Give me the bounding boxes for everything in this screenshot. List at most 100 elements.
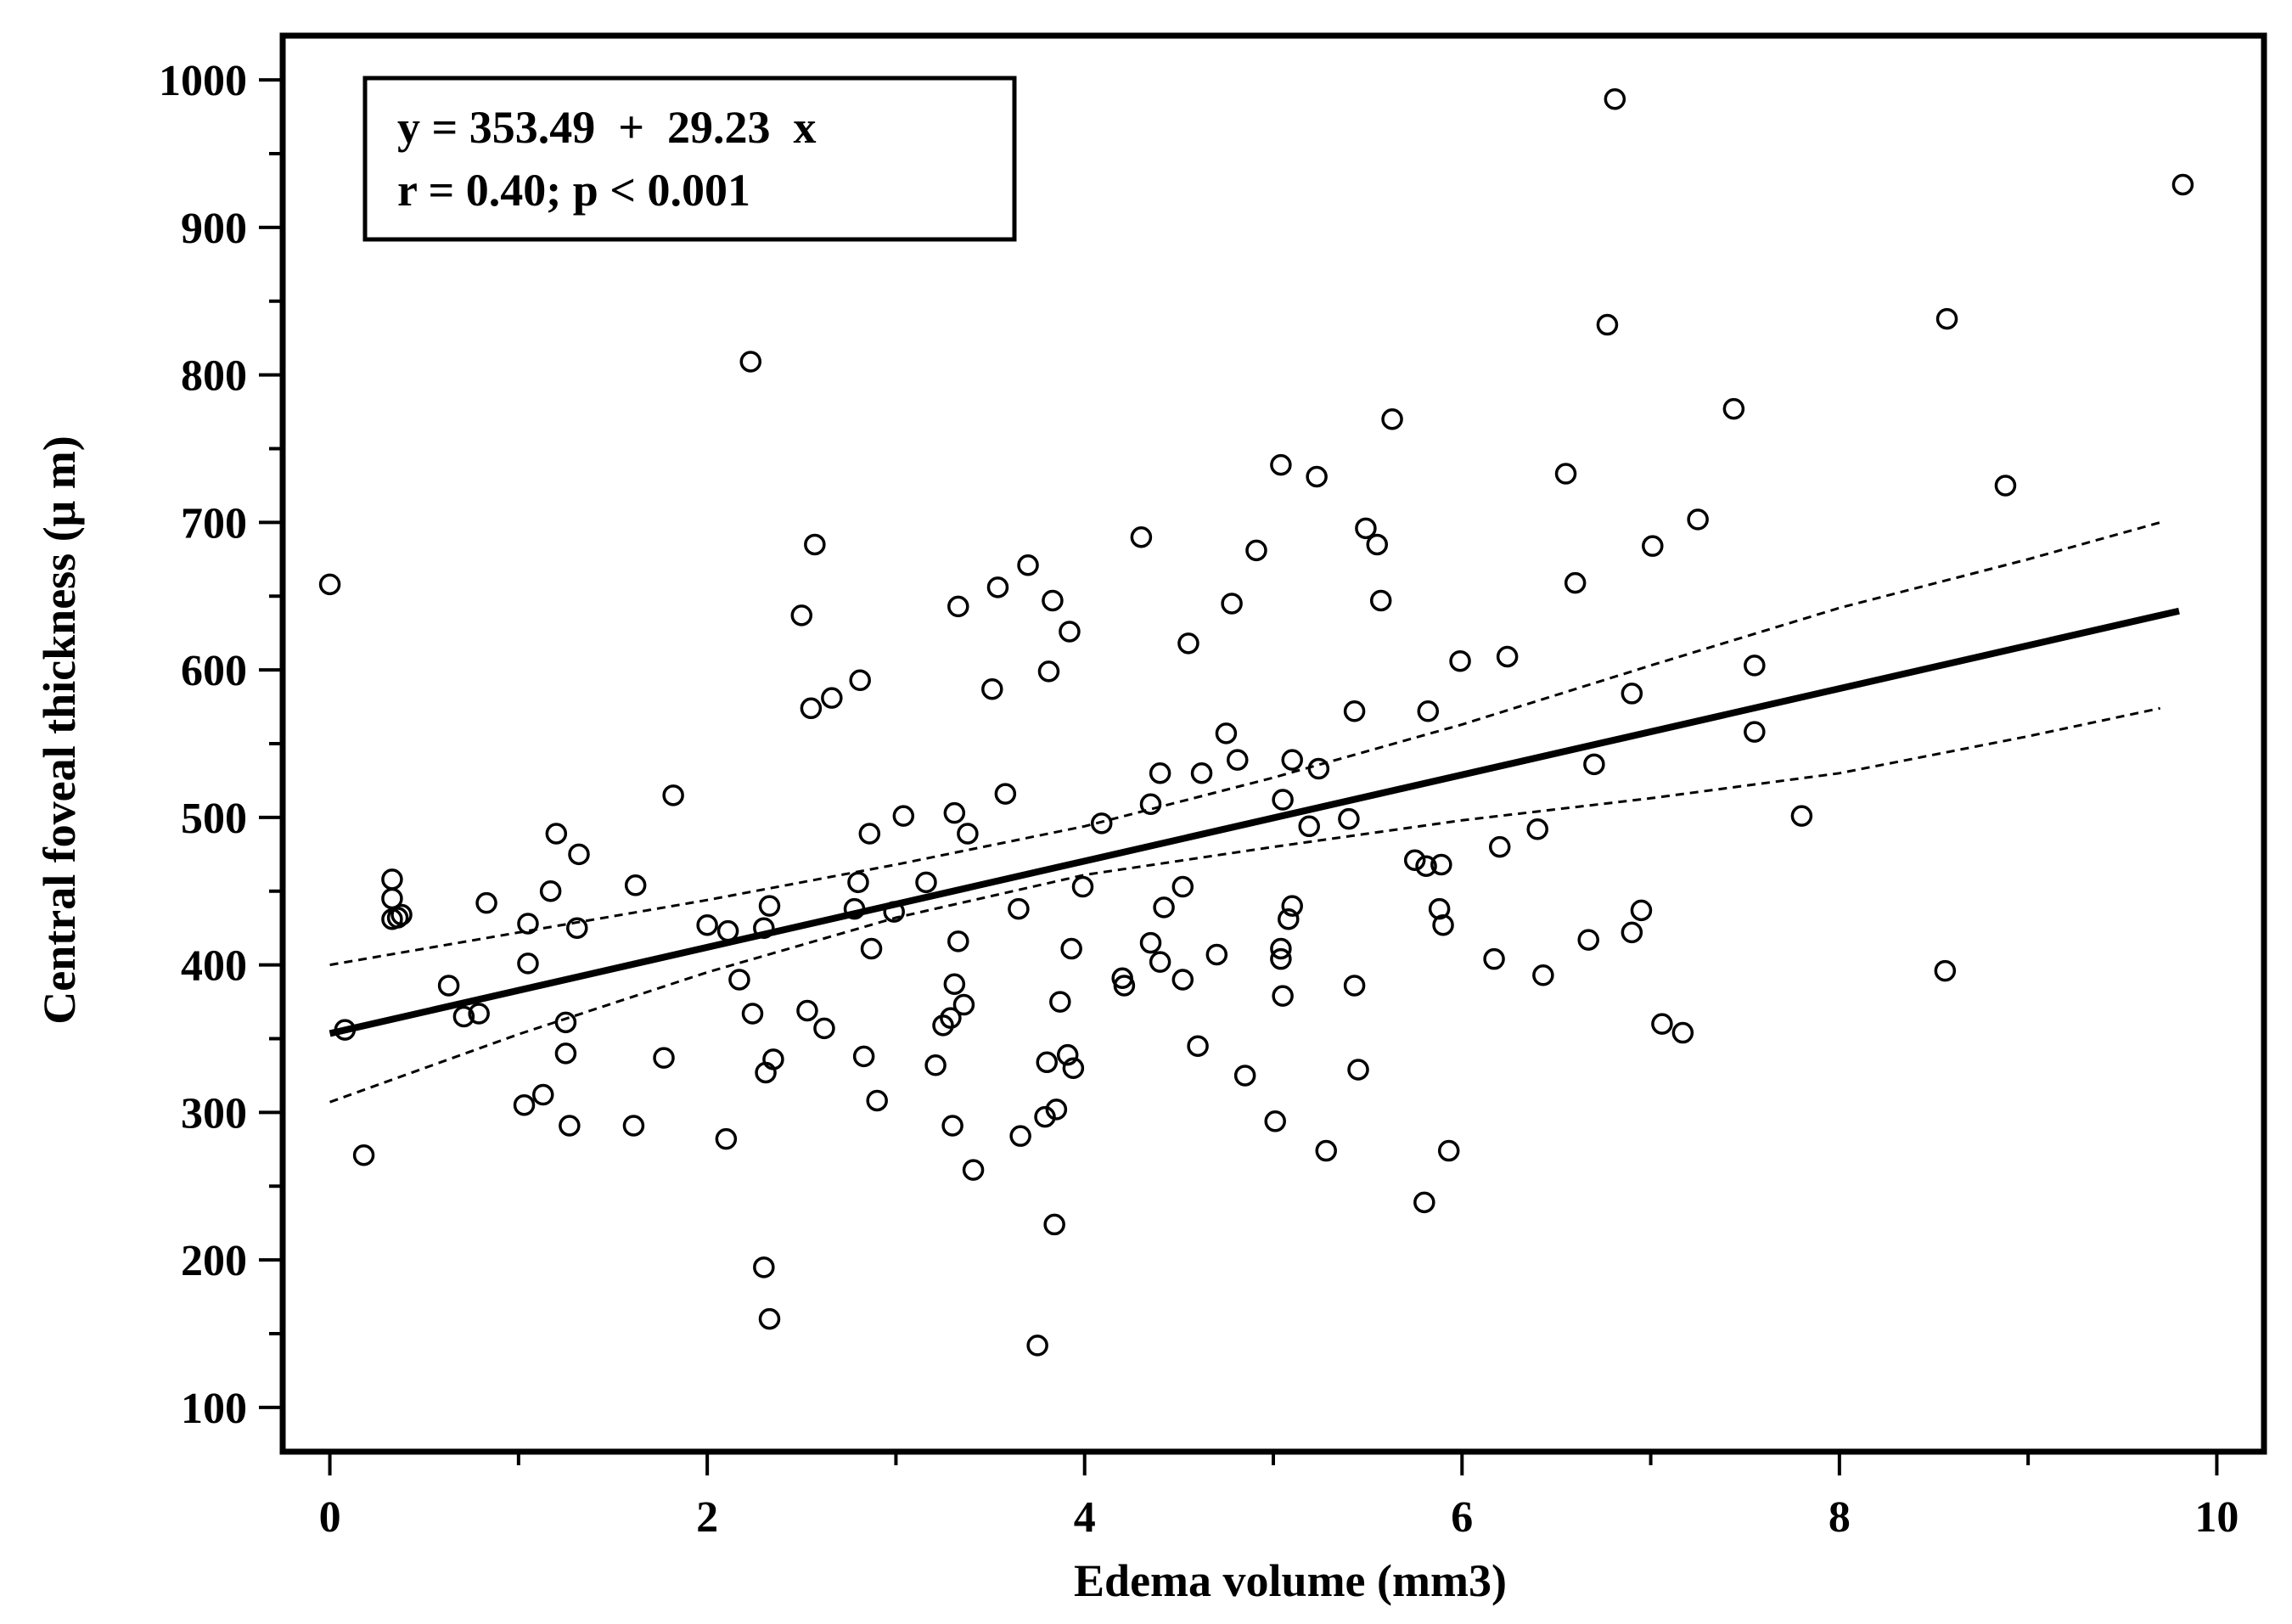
x-tick-label: 8 — [1829, 1493, 1851, 1542]
scatter-point — [1338, 807, 1360, 830]
y-tick-label: 200 — [181, 1237, 247, 1285]
scatter-point — [1264, 1110, 1286, 1132]
scatter-point — [386, 907, 409, 929]
scatter-point — [1298, 815, 1320, 838]
scatter-point — [517, 952, 539, 975]
scatter-point — [452, 1005, 475, 1028]
scatter-point — [1935, 307, 1958, 330]
scatter-point — [1221, 593, 1243, 615]
annotation-line-1: y = 353.49 + 29.23 x — [397, 102, 817, 153]
scatter-point — [1049, 991, 1071, 1013]
scatter-point — [947, 595, 969, 618]
scatter-point — [860, 937, 883, 960]
scatter-point — [1278, 908, 1300, 930]
scatter-point — [762, 1048, 784, 1070]
scatter-point — [513, 1093, 536, 1116]
scatter-point — [1060, 937, 1082, 960]
scatter-point — [517, 913, 539, 935]
scatter-point — [1413, 1191, 1435, 1214]
scatter-point — [1437, 1139, 1460, 1162]
scatter-point — [932, 1014, 954, 1037]
scatter-point — [1272, 789, 1294, 811]
scatter-point — [1621, 921, 1643, 944]
scatter-point — [390, 903, 413, 926]
y-tick-label: 300 — [181, 1089, 247, 1138]
scatter-point — [568, 843, 590, 866]
scatter-point — [653, 1047, 675, 1069]
scatter-point — [821, 687, 843, 709]
y-tick-label: 900 — [181, 205, 247, 253]
y-tick-label: 1000 — [159, 57, 247, 105]
scatter-point — [545, 823, 568, 845]
scatter-point — [1026, 1335, 1048, 1357]
scatter-point — [1432, 913, 1454, 936]
x-tick-label: 6 — [1451, 1493, 1473, 1542]
scatter-point — [1428, 897, 1451, 920]
scatter-point — [1056, 1043, 1079, 1066]
scatter-point — [475, 891, 497, 914]
y-tick-label: 400 — [181, 942, 247, 991]
scatter-point — [1417, 700, 1440, 722]
scatter-point — [716, 919, 739, 942]
scatter-point — [437, 975, 460, 997]
scatter-point — [1042, 589, 1064, 612]
scatter-point — [334, 1019, 357, 1041]
ci-lower-line — [329, 706, 2161, 1104]
scatter-point — [352, 1144, 375, 1166]
scatter-point — [883, 901, 905, 923]
scatter-point — [1113, 975, 1136, 997]
scatter-point — [1043, 1213, 1065, 1236]
scatter-point — [753, 1256, 775, 1278]
scatter-point — [800, 697, 823, 720]
scatter-point — [1233, 1065, 1256, 1087]
scatter-point — [715, 1127, 738, 1150]
scatter-point — [1651, 1013, 1673, 1035]
tick-labels: 0 2 4 6 8 10 100 200 300 400 500 600 700 800 900 1000 — [159, 57, 2239, 1542]
scatter-point — [1722, 397, 1745, 420]
scatter-point — [554, 1011, 577, 1034]
scatter-point — [381, 887, 403, 910]
scatter-point — [566, 917, 588, 939]
scatter-point — [1139, 793, 1162, 815]
scatter-point — [1642, 535, 1664, 557]
scatter-point — [852, 1045, 875, 1068]
y-tick-label: 700 — [181, 499, 247, 548]
scatter-point — [1306, 465, 1328, 488]
scatter-point — [1381, 408, 1403, 430]
scatter-point — [981, 677, 1003, 700]
scatter-point — [1017, 554, 1039, 576]
plot-frame — [279, 32, 2267, 1455]
scatter-point — [804, 533, 826, 556]
scatter-point — [957, 823, 979, 845]
scatter-point — [1483, 947, 1505, 970]
scatter-point — [849, 669, 871, 692]
scatter-point — [1215, 722, 1238, 745]
ci-upper-line — [329, 520, 2161, 967]
x-tick-label: 10 — [2194, 1493, 2239, 1542]
annotation-line-2: r = 0.40; p < 0.001 — [397, 165, 750, 216]
annotation-box — [362, 76, 1017, 242]
scatter-point — [813, 1017, 835, 1040]
scatter-point — [1281, 895, 1303, 917]
scatter-point — [1149, 762, 1171, 784]
scatter-point — [1270, 937, 1292, 960]
scatter-point — [1245, 539, 1267, 562]
scatter-point — [1621, 683, 1643, 705]
scatter-point — [1496, 645, 1519, 668]
regression-line — [329, 607, 2180, 1037]
scatter-point — [1790, 805, 1813, 827]
x-tick-label: 2 — [696, 1493, 718, 1542]
scatter-point — [468, 1003, 490, 1025]
scatter-point — [559, 1115, 581, 1137]
scatter-point — [2171, 173, 2194, 196]
scatter-point — [1934, 959, 1957, 982]
y-tick-label: 800 — [181, 352, 247, 401]
scatter-point — [1315, 1139, 1337, 1162]
scatter-point — [941, 1115, 963, 1137]
scatter-point — [662, 784, 684, 806]
scatter-point — [1270, 947, 1292, 970]
scatter-point — [753, 917, 775, 939]
scatter-point — [1343, 700, 1366, 722]
scatter-point — [986, 576, 1009, 598]
